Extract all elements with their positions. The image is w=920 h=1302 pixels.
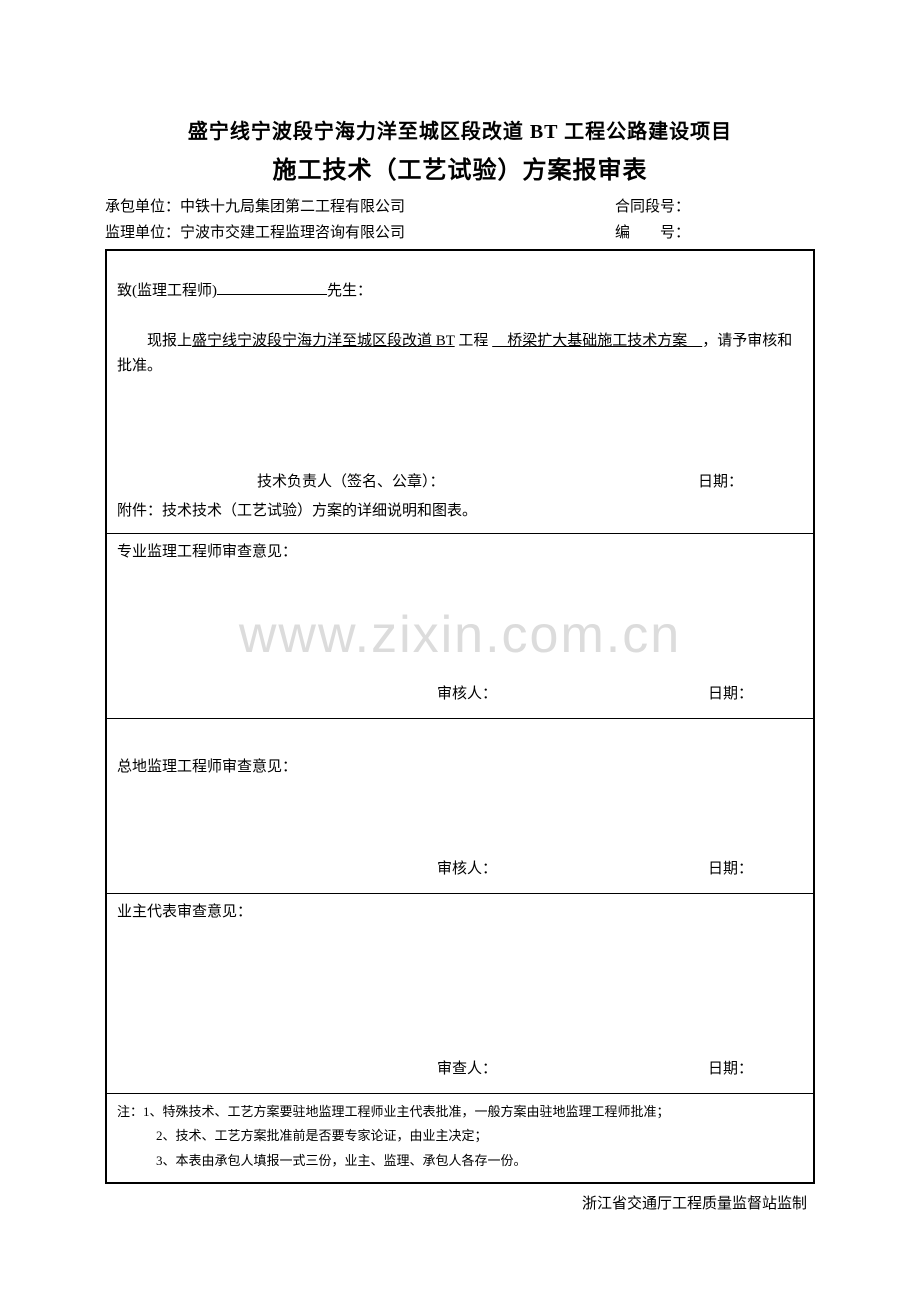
addressee-prefix: 致(监理工程师) (117, 283, 217, 299)
contractor-line: 承包单位：中铁十九局集团第二工程有限公司 (105, 195, 615, 219)
addressee-blank (217, 280, 327, 295)
supervisor-value: 宁波市交建工程监理咨询有限公司 (180, 225, 405, 241)
owner-review-date-label: 日期： (708, 1057, 753, 1083)
title-line-2: 施工技术（工艺试验）方案报审表 (105, 150, 815, 185)
attachment-line: 附件：技术技术（工艺试验）方案的详细说明和图表。 (117, 499, 803, 525)
contract-no-label: 合同段号： (615, 199, 690, 215)
section-chief-review: 总地监理工程师审查意见： 审核人： 日期： (107, 719, 813, 894)
serial-no-line: 编 号： (615, 221, 815, 245)
contractor-label: 承包单位： (105, 199, 180, 215)
note-3: 3、本表由承包人填报一式三份，业主、监理、承包人各存一份。 (156, 1149, 803, 1174)
tech-lead-signature-row: 技术负责人（签名、公章）： 日期： (117, 470, 803, 496)
section-professional-review: 专业监理工程师审查意见： 审核人： 日期： (107, 534, 813, 719)
owner-reviewer-label: 审查人： (437, 1057, 497, 1083)
owner-review-title: 业主代表审查意见： (117, 900, 803, 926)
addressee-line: 致(监理工程师) 先生： (117, 279, 803, 305)
notes-section: 注：1、特殊技术、工艺方案要驻地监理工程师业主代表批准，一般方案由驻地监理工程师… (107, 1094, 813, 1182)
owner-review-signature: 审查人： 日期： (107, 1057, 813, 1083)
professional-review-signature: 审核人： 日期： (107, 682, 813, 708)
section-owner-review: 业主代表审查意见： 审查人： 日期： (107, 894, 813, 1094)
form-box: 致(监理工程师) 先生： 现报上盛宁线宁波段宁海力洋至城区段改道 BT 工程 桥梁… (105, 249, 815, 1184)
contractor-value: 中铁十九局集团第二工程有限公司 (180, 199, 405, 215)
footer-text: 浙江省交通厅工程质量监督站监制 (105, 1192, 815, 1213)
section-submission: 致(监理工程师) 先生： 现报上盛宁线宁波段宁海力洋至城区段改道 BT 工程 桥梁… (107, 251, 813, 534)
body-underlined-2: 桥梁扩大基础施工技术方案 (492, 333, 702, 349)
professional-review-date-label: 日期： (708, 682, 753, 708)
contract-no-line: 合同段号： (615, 195, 815, 219)
chief-reviewer-label: 审核人： (437, 857, 497, 883)
serial-no-label: 编 号： (615, 225, 690, 241)
supervisor-line: 监理单位：宁波市交建工程监理咨询有限公司 (105, 221, 615, 245)
chief-review-title: 总地监理工程师审查意见： (117, 755, 803, 781)
document-page: 盛宁线宁波段宁海力洋至城区段改道 BT 工程公路建设项目 施工技术（工艺试验）方… (0, 0, 920, 1293)
note-2: 2、技术、工艺方案批准前是否要专家论证，由业主决定； (156, 1124, 803, 1149)
tech-lead-label: 技术负责人（签名、公章）： (257, 470, 445, 496)
tech-lead-date-label: 日期： (698, 470, 743, 496)
note-1: 1、特殊技术、工艺方案要驻地监理工程师业主代表批准，一般方案由驻地监理工程师批准… (143, 1104, 670, 1119)
professional-reviewer-label: 审核人： (437, 682, 497, 708)
header-info-row-1: 承包单位：中铁十九局集团第二工程有限公司 合同段号： (105, 195, 815, 219)
title-line-1: 盛宁线宁波段宁海力洋至城区段改道 BT 工程公路建设项目 (105, 115, 815, 144)
notes-prefix: 注： (117, 1104, 143, 1119)
submission-body: 现报上盛宁线宁波段宁海力洋至城区段改道 BT 工程 桥梁扩大基础施工技术方案 ，… (117, 329, 803, 380)
body-underlined-1: 盛宁线宁波段宁海力洋至城区段改道 BT (192, 333, 455, 349)
chief-review-signature: 审核人： 日期： (107, 857, 813, 883)
professional-review-title: 专业监理工程师审查意见： (117, 540, 803, 566)
body-prefix: 现报上 (147, 333, 192, 349)
note-line-1: 注：1、特殊技术、工艺方案要驻地监理工程师业主代表批准，一般方案由驻地监理工程师… (117, 1100, 803, 1125)
chief-review-date-label: 日期： (708, 857, 753, 883)
addressee-suffix: 先生： (327, 283, 372, 299)
supervisor-label: 监理单位： (105, 225, 180, 241)
header-info-row-2: 监理单位：宁波市交建工程监理咨询有限公司 编 号： (105, 221, 815, 245)
body-mid: 工程 (455, 333, 493, 349)
